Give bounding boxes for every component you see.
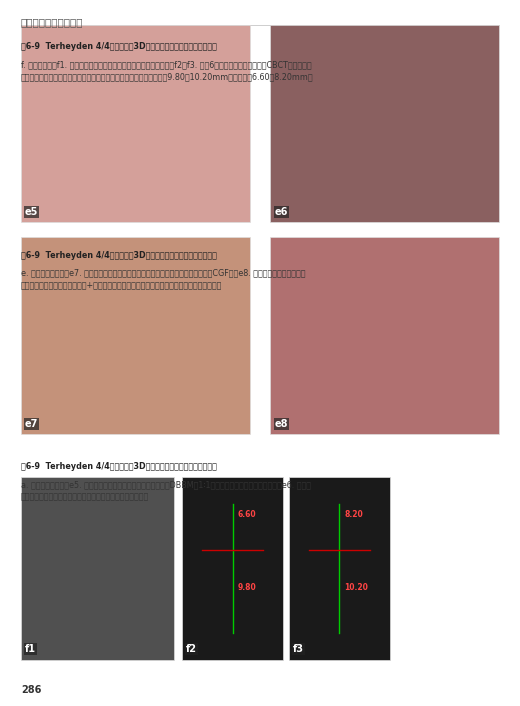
FancyBboxPatch shape bbox=[21, 477, 174, 660]
Text: e8: e8 bbox=[275, 419, 288, 429]
Text: 6.60: 6.60 bbox=[238, 510, 256, 519]
Text: 钛网支撑的引导骨再生: 钛网支撑的引导骨再生 bbox=[21, 18, 83, 28]
Text: e. 骨增量术中照片。e7. 在钛网表面覆盖生物可吸收性胶原膜和膜片状浓缩生长因子（CGF）。e8. 颊侧和舌侧黏膜瓣充分减
张，牙槽嵴顶切口水平褥式缝合+间断: e. 骨增量术中照片。e7. 在钛网表面覆盖生物可吸收性胶原膜和膜片状浓缩生长因… bbox=[21, 268, 305, 289]
Text: f2: f2 bbox=[186, 645, 197, 654]
Text: 8.20: 8.20 bbox=[344, 510, 363, 519]
Text: 10.20: 10.20 bbox=[344, 583, 368, 592]
Text: f3: f3 bbox=[293, 645, 304, 654]
Text: a. 骨增量术中照片。e5. 将自体骨屑与细颗粒去蛋白牛骨矿物质（DBBM）1∶1混合的骨增量材料植入牙槽嵴顶。e6. 就位钛
网，用固位螺钉固定，通过钛网空隙: a. 骨增量术中照片。e5. 将自体骨屑与细颗粒去蛋白牛骨矿物质（DBBM）1∶… bbox=[21, 480, 311, 501]
Text: e7: e7 bbox=[25, 419, 38, 429]
Text: 286: 286 bbox=[21, 686, 41, 695]
Text: f. 放射线检查。f1. 术后即刻血面体层放射线片，显示钛网就位良好。f2、f3. 术后6个月取出钛网之后的即刻CBCT扫描，分别
为第二前磨牙和第一磨牙位点的: f. 放射线检查。f1. 术后即刻血面体层放射线片，显示钛网就位良好。f2、f3… bbox=[21, 60, 314, 81]
Text: 图6-9  Terheyden 4/4型骨缺损，3D打印钛网支撑的引导骨再生（续）: 图6-9 Terheyden 4/4型骨缺损，3D打印钛网支撑的引导骨再生（续） bbox=[21, 42, 217, 52]
Text: e5: e5 bbox=[25, 207, 38, 217]
FancyBboxPatch shape bbox=[270, 25, 499, 222]
Text: e6: e6 bbox=[275, 207, 288, 217]
Text: f1: f1 bbox=[25, 645, 36, 654]
Text: 9.80: 9.80 bbox=[238, 583, 256, 592]
FancyBboxPatch shape bbox=[21, 237, 250, 434]
Text: 图6-9  Terheyden 4/4型骨缺损，3D打印钛网支撑的引导骨再生（续）: 图6-9 Terheyden 4/4型骨缺损，3D打印钛网支撑的引导骨再生（续） bbox=[21, 251, 217, 260]
FancyBboxPatch shape bbox=[21, 25, 250, 222]
FancyBboxPatch shape bbox=[289, 477, 390, 660]
Text: 图6-9  Terheyden 4/4型骨缺损，3D打印钛网支撑的引导骨再生（续）: 图6-9 Terheyden 4/4型骨缺损，3D打印钛网支撑的引导骨再生（续） bbox=[21, 462, 217, 472]
FancyBboxPatch shape bbox=[270, 237, 499, 434]
FancyBboxPatch shape bbox=[182, 477, 283, 660]
